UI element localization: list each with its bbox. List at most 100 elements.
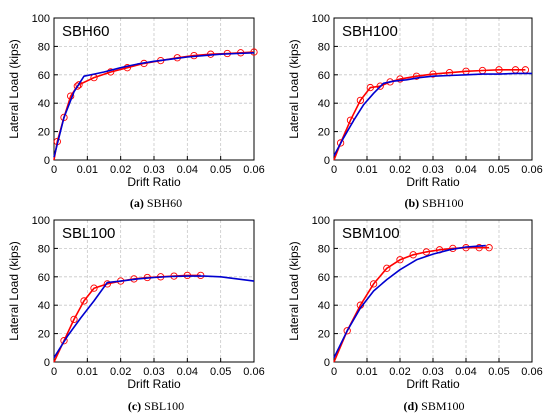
data-point-marker — [103, 280, 111, 288]
red-series-line — [53, 274, 201, 363]
y-tick-label: 0 — [324, 155, 330, 167]
x-tick-label: 0.01 — [356, 366, 377, 378]
panel-title: SBH100 — [342, 23, 398, 40]
data-point-marker — [409, 251, 417, 259]
data-point-marker — [429, 70, 437, 78]
data-point-marker — [485, 244, 493, 252]
blue-series-line — [53, 275, 255, 359]
data-point-marker — [396, 256, 404, 264]
data-point-marker — [75, 81, 83, 89]
data-point-marker — [495, 66, 503, 74]
y-tick-label: 40 — [318, 98, 330, 110]
x-tick-label: 0.04 — [177, 366, 198, 378]
x-axis-label: Drift Ratio — [127, 175, 181, 189]
x-tick-label: 0.04 — [177, 164, 198, 176]
data-point-marker — [366, 83, 374, 92]
y-axis-label: Lateral Load (kips) — [287, 39, 301, 138]
x-tick-label: 0.01 — [77, 366, 98, 378]
y-tick-label: 100 — [32, 13, 50, 25]
red-series-line — [333, 69, 526, 161]
y-tick-label: 80 — [38, 41, 50, 53]
x-axis-label: Drift Ratio — [406, 175, 460, 189]
data-point-marker — [250, 48, 258, 56]
y-axis-label: Lateral Load (kips) — [7, 241, 21, 340]
data-point-marker — [383, 264, 391, 272]
data-point-marker — [60, 337, 68, 345]
y-axis-label: Lateral Load (kips) — [7, 39, 21, 138]
x-tick-label: 0 — [51, 164, 57, 176]
data-point-marker — [396, 75, 404, 83]
x-tick-label: 0.06 — [243, 366, 264, 378]
data-point-marker — [343, 327, 351, 335]
x-tick-label: 0.05 — [488, 164, 509, 176]
y-axis-label: Lateral Load (kips) — [287, 241, 301, 340]
x-tick-label: 0.03 — [422, 366, 443, 378]
blue-series-line — [53, 52, 255, 158]
y-tick-label: 20 — [38, 127, 50, 139]
y-tick-label: 0 — [44, 357, 50, 369]
y-tick-label: 40 — [38, 300, 50, 312]
y-tick-label: 20 — [318, 127, 330, 139]
y-tick-label: 80 — [318, 243, 330, 255]
caption-letter: (d) — [403, 399, 418, 413]
y-tick-label: 60 — [38, 272, 50, 284]
panel-title: SBH60 — [62, 23, 110, 40]
x-tick-label: 0 — [331, 366, 337, 378]
y-tick-label: 60 — [38, 70, 50, 82]
x-tick-label: 0.02 — [110, 164, 131, 176]
x-tick-label: 0 — [51, 366, 57, 378]
data-point-marker — [336, 139, 345, 147]
blue-series-line — [333, 72, 532, 157]
data-point-marker — [422, 248, 431, 256]
x-tick-label: 0.05 — [488, 366, 509, 378]
data-point-marker — [376, 82, 384, 90]
data-point-marker — [412, 72, 421, 80]
y-tick-label: 0 — [44, 155, 50, 167]
caption-letter: (b) — [404, 196, 419, 210]
caption-text: SBL100 — [144, 399, 184, 413]
chart-panel-3: 0 0.01 0.02 0.03 0.04 0.05 0.06 0 20 40 60 80 100 Dri… — [7, 215, 265, 413]
data-point-marker — [70, 315, 78, 324]
caption-letter: (c) — [128, 399, 141, 413]
data-point-marker — [90, 284, 98, 292]
panel-caption: (b) SBH100 — [404, 196, 463, 210]
x-tick-label: 0.03 — [143, 366, 164, 378]
x-axis-label: Drift Ratio — [406, 377, 460, 391]
y-tick-label: 20 — [38, 329, 50, 341]
y-tick-label: 100 — [312, 215, 330, 227]
x-tick-label: 0.01 — [77, 164, 98, 176]
y-tick-label: 20 — [318, 329, 330, 341]
y-tick-label: 60 — [318, 70, 330, 82]
x-tick-label: 0.04 — [455, 366, 476, 378]
panel-title: SBM100 — [342, 225, 400, 242]
data-point-marker — [369, 280, 378, 288]
x-tick-label: 0.02 — [389, 366, 410, 378]
chart-panel-4: 0 0.01 0.02 0.03 0.04 0.05 0.06 0 20 40 60 80 100 Dri… — [287, 215, 543, 413]
x-tick-label: 0.05 — [210, 164, 231, 176]
x-tick-label: 0.03 — [422, 164, 443, 176]
x-axis-label: Drift Ratio — [127, 377, 181, 391]
caption-text: SBM100 — [421, 399, 464, 413]
x-tick-label: 0.05 — [210, 366, 231, 378]
panel-caption: (a) SBH60 — [130, 196, 182, 210]
x-tick-label: 0.06 — [521, 366, 542, 378]
y-tick-label: 100 — [312, 13, 330, 25]
caption-letter: (a) — [130, 196, 144, 210]
y-tick-label: 100 — [32, 215, 50, 227]
data-point-marker — [73, 82, 81, 90]
y-tick-label: 40 — [38, 98, 50, 110]
x-tick-label: 0.02 — [110, 366, 131, 378]
x-tick-label: 0.02 — [389, 164, 410, 176]
y-tick-label: 0 — [324, 357, 330, 369]
y-tick-label: 80 — [318, 41, 330, 53]
x-tick-label: 0.03 — [143, 164, 164, 176]
blue-series-line — [333, 244, 486, 359]
x-tick-label: 0.06 — [243, 164, 264, 176]
panel-title: SBL100 — [62, 225, 115, 242]
panel-caption: (d) SBM100 — [403, 399, 464, 413]
caption-text: SBH100 — [422, 196, 463, 210]
y-tick-label: 40 — [318, 300, 330, 312]
panel-caption: (c) SBL100 — [128, 399, 184, 413]
chart-panel-2: 0 0.01 0.02 0.03 0.04 0.05 0.06 0 20 40 60 80 100 Dri… — [287, 13, 543, 210]
y-tick-label: 60 — [318, 272, 330, 284]
